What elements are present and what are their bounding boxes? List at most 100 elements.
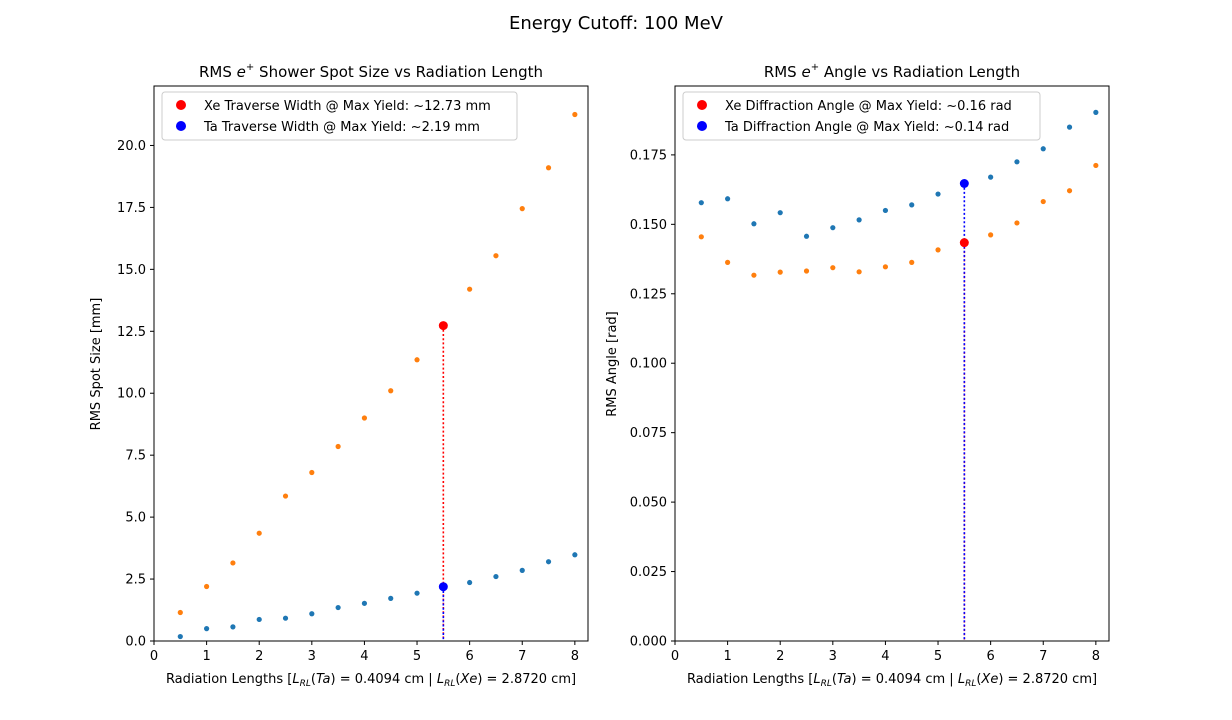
spot-size-ytick-label: 7.5 <box>125 449 146 464</box>
legend-ta-marker <box>697 121 707 131</box>
spot-size-series-1-point <box>230 624 236 630</box>
angle-series-0-point <box>1014 159 1020 165</box>
angle-ytick-label: 0.000 <box>630 635 667 650</box>
spot-size-highlight-0-point <box>438 321 448 331</box>
angle-series-0-point <box>751 221 757 227</box>
spot-size-series-0-point <box>230 560 236 566</box>
spot-size-panel: RMS e+ Shower Spot Size vs Radiation Len… <box>89 62 589 689</box>
angle-axes-frame <box>674 85 1110 642</box>
angle-ytick-label: 0.025 <box>630 565 667 580</box>
spot-size-title: RMS e+ Shower Spot Size vs Radiation Len… <box>199 62 543 81</box>
angle-series-1-point <box>803 268 810 274</box>
angle-series-1-point <box>830 265 836 271</box>
spot-size-axes-frame <box>153 85 589 642</box>
spot-size-series-0-point <box>545 165 552 171</box>
spot-size-series-1-point <box>177 633 183 640</box>
angle-ticks: 0 1 2 3 4 5 6 7 8 0.000 0.025 0.050 0.075 0.100 0.125 0… <box>630 148 1100 664</box>
angle-series-1-point <box>856 269 862 275</box>
spot-size-series-1-point <box>388 595 394 601</box>
spot-size-ytick-label: 15.0 <box>117 263 146 278</box>
spot-size-series-0-point <box>414 357 420 363</box>
spot-size-ytick-label: 2.5 <box>125 573 146 588</box>
legend-xe-width-label: Xe Traverse Width @ Max Yield: ~12.73 mm <box>204 99 491 114</box>
angle-xlabel: Radiation Lengths [LRL(Ta) = 0.4094 cm |… <box>687 672 1097 689</box>
spot-size-series-0-point <box>256 530 262 536</box>
spot-size-ytick-label: 20.0 <box>117 139 146 154</box>
spot-size-legend-box <box>161 91 518 141</box>
spot-size-series-1-point <box>572 552 578 558</box>
spot-size-ytick-label: 12.5 <box>117 325 146 340</box>
angle-series-0-point <box>698 200 704 206</box>
angle-xtick-label: 6 <box>986 649 994 664</box>
angle-ytick-label: 0.125 <box>630 287 667 302</box>
angle-series-1-point <box>725 259 731 265</box>
angle-ytick-label: 0.150 <box>630 218 667 233</box>
spot-size-ticks: 0 1 2 3 4 5 6 7 8 0.0 2.5 5.0 7.5 10.0 12.5 15.0 17.5 20.… <box>117 139 579 664</box>
angle-xtick-label: 8 <box>1092 649 1100 664</box>
figure-suptitle: Energy Cutoff: 100 MeV <box>509 13 724 34</box>
spot-size-series-1-point <box>335 604 341 611</box>
spot-size-series-1-point <box>414 590 420 596</box>
spot-size-xtick-label: 2 <box>255 649 263 664</box>
spot-size-series-1-point <box>545 559 552 565</box>
spot-size-series-1-point <box>282 615 289 621</box>
spot-size-series-1-point <box>361 600 368 606</box>
angle-series-1-point <box>882 264 889 270</box>
angle-xtick-label: 4 <box>881 649 889 664</box>
spot-size-series-0-point <box>361 415 368 421</box>
angle-series-1-point <box>698 234 704 240</box>
angle-series-0-point <box>909 202 915 208</box>
spot-size-marks <box>177 111 578 641</box>
angle-xtick-label: 2 <box>776 649 784 664</box>
spot-size-xtick-label: 1 <box>202 649 210 664</box>
spot-size-series-1-point <box>493 573 499 580</box>
angle-series-0-point <box>1093 109 1099 115</box>
angle-ytick-label: 0.100 <box>630 357 667 372</box>
angle-series-0-point <box>830 225 836 231</box>
spot-size-series-0-point <box>282 493 289 499</box>
legend-ta-angle-label: Ta Diffraction Angle @ Max Yield: ~0.14 … <box>724 120 1009 135</box>
angle-series-1-point <box>935 247 941 253</box>
angle-xtick-label: 1 <box>723 649 731 664</box>
spot-size-series-0-point <box>204 583 210 590</box>
spot-size-xtick-label: 6 <box>465 649 473 664</box>
spot-size-series-0-point <box>493 253 499 259</box>
angle-series-1-point <box>909 259 915 265</box>
angle-ytick-label: 0.075 <box>630 426 667 441</box>
angle-ytick-label: 0.050 <box>630 496 667 511</box>
spot-size-series-0-point <box>335 443 341 450</box>
spot-size-ytick-label: 5.0 <box>125 511 146 526</box>
angle-series-1-point <box>1066 188 1073 194</box>
spot-size-ytick-label: 0.0 <box>125 635 146 650</box>
angle-series-0-point <box>935 191 941 197</box>
spot-size-xtick-label: 0 <box>150 649 158 664</box>
spot-size-series-0-point <box>309 469 315 476</box>
spot-size-series-1-point <box>256 616 262 623</box>
spot-size-ytick-label: 10.0 <box>117 387 146 402</box>
spot-size-ylabel: RMS Spot Size [mm] <box>89 298 104 431</box>
angle-series-1-point <box>1093 162 1099 169</box>
spot-size-xtick-label: 7 <box>518 649 526 664</box>
angle-xtick-label: 7 <box>1039 649 1047 664</box>
angle-xtick-label: 5 <box>934 649 942 664</box>
spot-size-xlabel: Radiation Lengths [LRL(Ta) = 0.4094 cm |… <box>166 672 576 689</box>
angle-series-1-point <box>777 269 783 275</box>
angle-ylabel: RMS Angle [rad] <box>605 311 620 416</box>
spot-size-xtick-label: 3 <box>308 649 316 664</box>
spot-size-series-1-point <box>467 579 473 586</box>
angle-legend-box <box>682 91 1041 141</box>
legend-ta-marker <box>176 121 186 131</box>
angle-series-1-point <box>1040 198 1046 205</box>
angle-series-0-point <box>777 210 783 216</box>
angle-title: RMS e+ Angle vs Radiation Length <box>764 62 1020 81</box>
angle-series-0-point <box>725 196 731 202</box>
angle-xtick-label: 3 <box>829 649 837 664</box>
angle-panel: RMS e+ Angle vs Radiation Length 0 1 2 3 4 5 6… <box>605 62 1110 689</box>
angle-series-1-point <box>988 232 994 238</box>
spot-size-series-1-point <box>519 567 525 573</box>
spot-size-series-0-point <box>177 609 183 616</box>
spot-size-highlight-1-point <box>438 582 448 592</box>
spot-size-series-0-point <box>467 286 473 292</box>
spot-size-ytick-label: 17.5 <box>117 201 146 216</box>
spot-size-series-0-point <box>572 111 578 118</box>
